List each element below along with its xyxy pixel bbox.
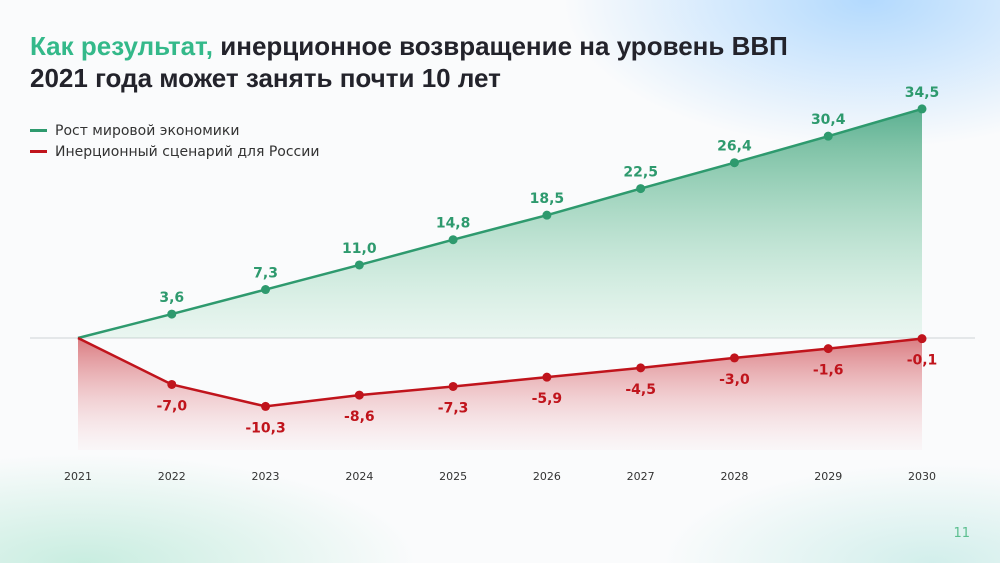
x-tick-label: 2026 bbox=[533, 470, 561, 483]
title-accent: Как результат, bbox=[30, 31, 214, 61]
background-blob bbox=[0, 453, 420, 563]
data-point bbox=[823, 344, 833, 354]
data-point bbox=[261, 401, 271, 411]
legend-label: Инерционный сценарий для России bbox=[55, 143, 320, 160]
data-label: 26,4 bbox=[717, 139, 752, 155]
page-number: 11 bbox=[953, 526, 970, 541]
data-label: -10,3 bbox=[245, 420, 285, 436]
page-title: Как результат, инерционное возвращение н… bbox=[30, 30, 930, 94]
data-label: -7,3 bbox=[438, 400, 469, 416]
data-point bbox=[354, 390, 364, 400]
series-area-0 bbox=[78, 108, 922, 338]
data-point bbox=[917, 104, 927, 114]
data-label: 22,5 bbox=[623, 165, 658, 181]
background-blob bbox=[560, 0, 1000, 150]
data-point bbox=[448, 235, 458, 245]
data-label: 11,0 bbox=[342, 241, 377, 257]
data-label: 3,6 bbox=[159, 290, 184, 306]
x-tick-label: 2023 bbox=[252, 470, 280, 483]
data-point bbox=[729, 353, 739, 363]
data-label: -8,6 bbox=[344, 409, 375, 425]
legend-item-russia: Инерционный сценарий для России bbox=[30, 141, 319, 162]
data-point bbox=[448, 381, 458, 391]
data-point bbox=[636, 363, 646, 373]
x-tick-label: 2030 bbox=[908, 470, 936, 483]
data-label: -3,0 bbox=[719, 372, 750, 388]
legend-swatch bbox=[30, 129, 47, 132]
data-point bbox=[917, 334, 927, 344]
data-point bbox=[729, 158, 739, 168]
x-tick-label: 2022 bbox=[158, 470, 186, 483]
data-label: 7,3 bbox=[253, 266, 278, 282]
legend-item-world: Рост мировой экономики bbox=[30, 120, 319, 141]
series-line-0 bbox=[77, 107, 923, 340]
data-point bbox=[636, 184, 646, 194]
data-point bbox=[167, 379, 177, 389]
series-area-1 bbox=[78, 338, 922, 450]
data-label: -0,1 bbox=[907, 353, 938, 369]
x-tick-label: 2024 bbox=[345, 470, 373, 483]
data-point bbox=[542, 372, 552, 382]
data-label: -1,6 bbox=[813, 363, 844, 379]
data-label: 18,5 bbox=[530, 191, 565, 207]
data-label: -5,9 bbox=[532, 391, 563, 407]
title-line2: 2021 года может занять почти 10 лет bbox=[30, 63, 501, 93]
data-point bbox=[823, 131, 833, 141]
title-line1: инерционное возвращение на уровень ВВП bbox=[213, 31, 788, 61]
x-tick-label: 2025 bbox=[439, 470, 467, 483]
legend: Рост мировой экономики Инерционный сцена… bbox=[30, 120, 319, 162]
x-tick-label: 2021 bbox=[64, 470, 92, 483]
legend-swatch bbox=[30, 150, 47, 153]
x-tick-label: 2029 bbox=[814, 470, 842, 483]
data-label: 14,8 bbox=[436, 216, 471, 232]
x-tick-label: 2027 bbox=[627, 470, 655, 483]
data-label: -4,5 bbox=[625, 382, 656, 398]
legend-label: Рост мировой экономики bbox=[55, 122, 240, 139]
data-point bbox=[167, 309, 177, 319]
x-tick-label: 2028 bbox=[720, 470, 748, 483]
background-blob bbox=[660, 463, 1000, 563]
data-label: -7,0 bbox=[156, 398, 187, 414]
data-label: 34,5 bbox=[905, 85, 940, 101]
data-point bbox=[542, 210, 552, 220]
data-point bbox=[354, 260, 364, 270]
data-label: 30,4 bbox=[811, 112, 846, 128]
series-line-1 bbox=[77, 336, 923, 408]
data-point bbox=[261, 285, 271, 295]
